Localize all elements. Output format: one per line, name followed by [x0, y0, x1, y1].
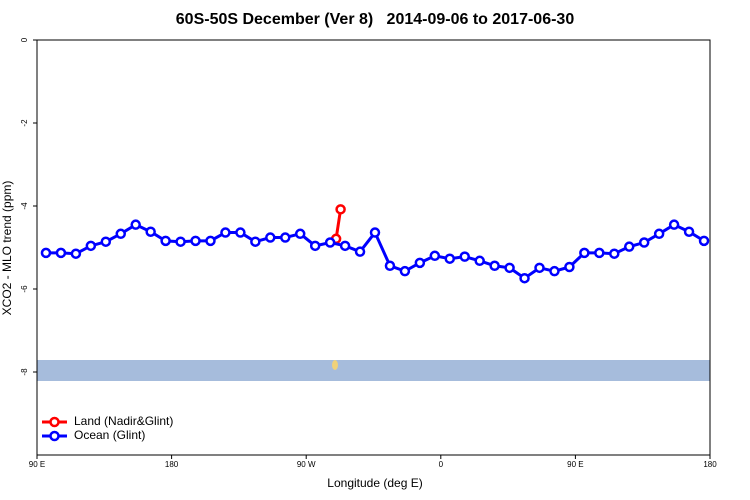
data-point — [519, 272, 530, 284]
data-point — [653, 228, 665, 240]
legend-marker — [49, 416, 60, 428]
data-point — [623, 241, 635, 252]
x-tick-label: 90 E — [29, 460, 45, 469]
data-point — [384, 260, 396, 272]
data-point — [85, 240, 97, 252]
data-point — [324, 237, 336, 248]
data-point — [609, 248, 620, 259]
data-point — [504, 262, 515, 274]
data-point — [549, 265, 560, 277]
x-tick-label: 90 E — [567, 460, 583, 469]
data-point — [429, 250, 441, 262]
data-point — [399, 265, 411, 277]
legend-marker — [49, 430, 60, 442]
x-tick-label: 90 W — [297, 460, 316, 469]
data-point — [175, 236, 186, 247]
y-tick-label: -4 — [20, 202, 29, 210]
data-point — [205, 235, 216, 247]
data-point — [145, 226, 156, 237]
data-point — [220, 227, 231, 238]
data-point — [235, 227, 246, 238]
data-point — [414, 257, 426, 269]
data-point — [335, 204, 346, 215]
data-point — [115, 228, 127, 240]
plot-frame — [36, 39, 711, 456]
data-point — [683, 226, 695, 237]
data-point — [698, 235, 710, 247]
data-point — [444, 253, 456, 264]
legend-label: Land (Nadir&Glint) — [74, 414, 173, 428]
data-point — [668, 219, 680, 230]
y-tick-label: -2 — [20, 119, 29, 127]
y-tick-label: 0 — [20, 37, 29, 42]
data-point — [309, 240, 321, 252]
data-point — [579, 247, 590, 259]
data-point — [294, 228, 306, 240]
data-point — [369, 227, 381, 238]
data-point — [474, 255, 485, 267]
data-point — [564, 261, 575, 273]
x-tick-label: 180 — [165, 460, 179, 469]
x-tick-label: 180 — [703, 460, 717, 469]
data-point — [70, 248, 82, 259]
y-tick-label: -8 — [20, 368, 29, 376]
x-tick-label: 0 — [439, 460, 444, 469]
data-point — [250, 236, 261, 247]
chart-title: 60S-50S December (Ver 8) 2014-09-06 to 2… — [176, 11, 575, 28]
data-point — [130, 219, 141, 230]
x-axis-label: Longitude (deg E) — [327, 476, 422, 490]
data-point — [354, 246, 366, 257]
data-point — [55, 247, 67, 259]
data-point — [190, 235, 201, 247]
data-point — [534, 262, 545, 274]
legend-label: Ocean (Glint) — [74, 428, 145, 442]
data-point — [40, 247, 52, 259]
data-point — [280, 232, 291, 243]
map-band — [37, 360, 710, 381]
data-point — [100, 236, 112, 247]
land-mass — [332, 360, 338, 370]
data-point — [638, 237, 650, 248]
data-point — [489, 260, 500, 272]
data-point — [459, 251, 470, 262]
data-point — [265, 232, 276, 243]
data-point — [594, 247, 605, 259]
data-point — [339, 240, 351, 252]
data-point — [160, 235, 171, 247]
y-axis-label: XCO2 - MLO trend (ppm) — [0, 181, 14, 316]
y-tick-label: -6 — [20, 285, 29, 293]
